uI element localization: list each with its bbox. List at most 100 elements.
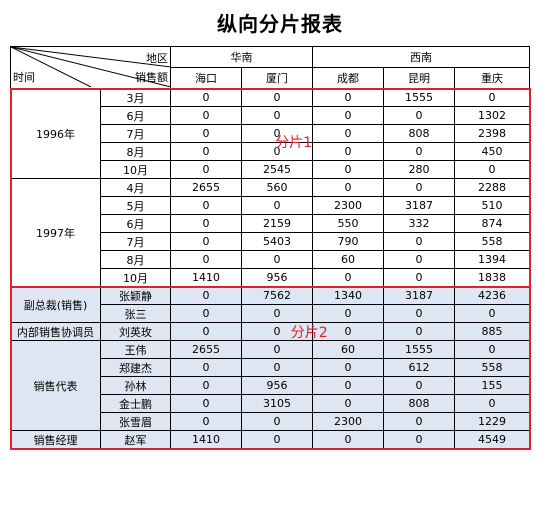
value-cell: 0 [170, 394, 242, 413]
value-cell: 0 [312, 106, 384, 125]
value-cell: 0 [170, 106, 242, 125]
row-label: 刘英玫 [100, 322, 171, 341]
value-cell: 0 [312, 394, 384, 413]
group-label: 销售经理 [10, 430, 101, 449]
value-cell: 155 [454, 376, 530, 395]
value-cell: 808 [383, 124, 455, 143]
group-label: 1996年 [10, 88, 101, 179]
city-header: 厦门 [241, 67, 313, 89]
region-label: 地区 [146, 52, 168, 65]
value-cell: 0 [383, 268, 455, 287]
value-cell: 0 [383, 376, 455, 395]
slice-2-label: 分片2 [290, 325, 328, 342]
row-label: 张雪眉 [100, 412, 171, 431]
value-cell: 2655 [170, 340, 242, 359]
header-row-cities: 海口 厦门 成都 昆明 重庆 [11, 67, 530, 89]
group-label: 副总裁(销售) [10, 286, 101, 323]
table-row: 10月 0 2545 0 280 0 [11, 160, 530, 179]
value-cell: 0 [312, 142, 384, 161]
row-label: 郑建杰 [100, 358, 171, 377]
value-cell: 790 [312, 232, 384, 251]
row-label: 6月 [100, 214, 171, 233]
value-cell: 3105 [241, 394, 313, 413]
row-label: 孙林 [100, 376, 171, 395]
value-cell: 0 [170, 250, 242, 269]
value-cell: 280 [383, 160, 455, 179]
value-cell: 0 [170, 124, 242, 143]
value-cell: 0 [312, 304, 384, 323]
report-table: 地区 时间 销售额 华南 西南 海口 厦门 成都 昆明 重庆 1996年 3月 0 0 0 1555 0 6月 0 0… [10, 46, 530, 449]
value-cell: 0 [241, 358, 313, 377]
row-label: 张三 [100, 304, 171, 323]
value-cell: 0 [383, 178, 455, 197]
value-cell: 956 [241, 376, 313, 395]
value-cell: 0 [170, 286, 242, 305]
sales-label: 销售额 [135, 71, 168, 84]
value-cell: 956 [241, 268, 313, 287]
value-cell: 450 [454, 142, 530, 161]
group-label: 1997年 [10, 178, 101, 287]
value-cell: 1555 [383, 88, 455, 107]
row-label: 5月 [100, 196, 171, 215]
row-label: 王伟 [100, 340, 171, 359]
value-cell: 2398 [454, 124, 530, 143]
row-label: 4月 [100, 178, 171, 197]
row-label: 10月 [100, 160, 171, 179]
value-cell: 1340 [312, 286, 384, 305]
value-cell: 0 [170, 322, 242, 341]
value-cell: 612 [383, 358, 455, 377]
value-cell: 0 [383, 106, 455, 125]
row-label: 3月 [100, 88, 171, 107]
value-cell: 4236 [454, 286, 530, 305]
value-cell: 1229 [454, 412, 530, 431]
region-header: 西南 [312, 46, 530, 68]
diagonal-lines [11, 47, 170, 87]
value-cell: 0 [241, 106, 313, 125]
row-label: 张颖静 [100, 286, 171, 305]
value-cell: 0 [312, 88, 384, 107]
value-cell: 510 [454, 196, 530, 215]
value-cell: 2655 [170, 178, 242, 197]
value-cell: 60 [312, 250, 384, 269]
value-cell: 5403 [241, 232, 313, 251]
value-cell: 885 [454, 322, 530, 341]
value-cell: 332 [383, 214, 455, 233]
value-cell: 0 [170, 358, 242, 377]
value-cell: 0 [312, 160, 384, 179]
value-cell: 2288 [454, 178, 530, 197]
value-cell: 0 [312, 178, 384, 197]
value-cell: 0 [241, 250, 313, 269]
value-cell: 808 [383, 394, 455, 413]
value-cell: 60 [312, 340, 384, 359]
region-header: 华南 [170, 46, 313, 68]
table-row: 8月 0 0 0 0 450 [11, 142, 530, 161]
city-header: 重庆 [454, 67, 530, 89]
value-cell: 0 [312, 358, 384, 377]
value-cell: 0 [454, 88, 530, 107]
value-cell: 0 [241, 340, 313, 359]
city-header: 成都 [312, 67, 384, 89]
value-cell: 0 [312, 268, 384, 287]
value-cell: 0 [383, 322, 455, 341]
group-label: 销售代表 [10, 340, 101, 431]
value-cell: 0 [383, 430, 455, 449]
value-cell: 0 [383, 250, 455, 269]
table-row: 7月 0 5403 790 0 558 [11, 232, 530, 251]
value-cell: 1410 [170, 430, 242, 449]
value-cell: 558 [454, 232, 530, 251]
row-label: 金士鹏 [100, 394, 171, 413]
table-row: 销售经理 赵军 1410 0 0 0 4549 [10, 430, 530, 449]
value-cell: 2159 [241, 214, 313, 233]
value-cell: 0 [454, 160, 530, 179]
table-row: 副总裁(销售) 张颖静 0 7562 1340 3187 4236 [10, 286, 530, 323]
value-cell: 0 [170, 160, 242, 179]
value-cell: 4549 [454, 430, 530, 449]
table-row: 6月 0 0 0 0 1302 [11, 106, 530, 125]
value-cell: 0 [241, 412, 313, 431]
row-label: 10月 [100, 268, 171, 287]
value-cell: 0 [170, 142, 242, 161]
table-row: 内部销售协调员 刘英玫 0 0 0 0 885 [10, 322, 530, 341]
value-cell: 0 [241, 88, 313, 107]
row-label: 8月 [100, 250, 171, 269]
value-cell: 0 [170, 232, 242, 251]
